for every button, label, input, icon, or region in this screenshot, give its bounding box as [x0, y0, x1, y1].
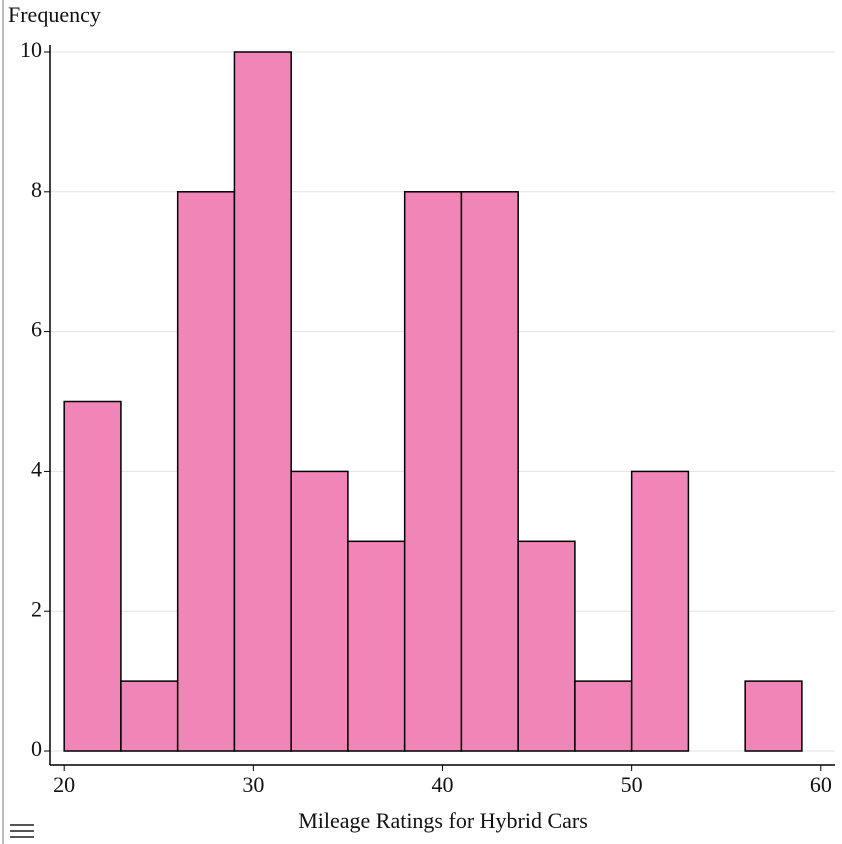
bar	[176, 191, 236, 752]
x-tick-label: 60	[810, 772, 832, 797]
bar	[233, 51, 292, 752]
y-tick-label: 2	[31, 596, 42, 621]
x-tick-label: 50	[621, 772, 643, 797]
bar	[347, 540, 406, 752]
x-tick-label: 40	[432, 772, 454, 797]
y-tick-label: 4	[31, 456, 42, 481]
x-axis-label: Mileage Ratings for Hybrid Cars	[298, 808, 588, 833]
bar	[630, 470, 690, 752]
x-tick-label: 30	[242, 772, 264, 797]
y-tick-label: 8	[31, 177, 42, 202]
bar	[120, 680, 179, 752]
bar	[574, 680, 633, 752]
bar	[517, 540, 576, 752]
y-tick-label: 0	[31, 736, 42, 761]
menu-icon[interactable]	[10, 824, 34, 838]
y-axis-label: Frequency	[8, 2, 101, 27]
bar	[63, 400, 122, 752]
bar	[460, 191, 519, 752]
x-tick-label: 20	[53, 772, 75, 797]
bar	[744, 680, 803, 752]
y-tick-label: 10	[20, 37, 42, 62]
bar	[403, 191, 463, 752]
y-tick-label: 6	[31, 317, 42, 342]
bar	[290, 470, 349, 752]
